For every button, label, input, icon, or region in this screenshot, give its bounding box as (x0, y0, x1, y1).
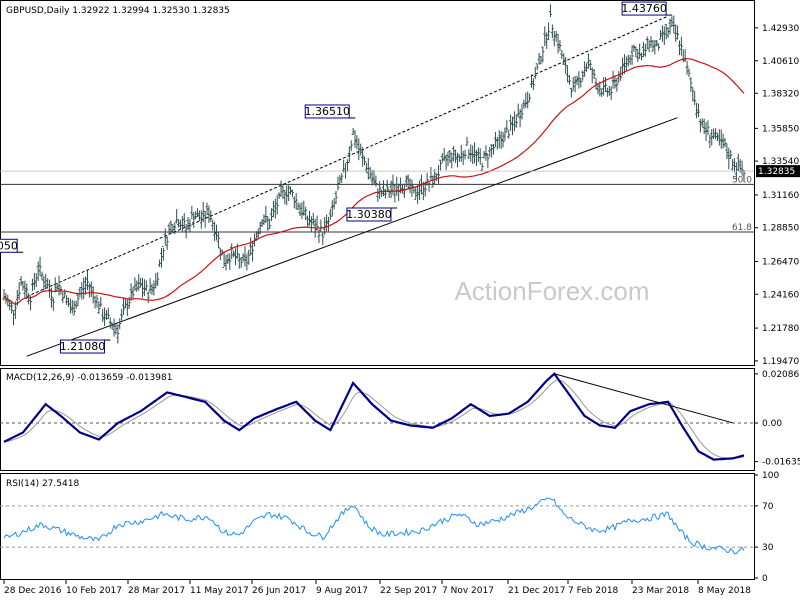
y-tick-label: 1.26470 (762, 258, 799, 268)
main-header: GBPUSD,Daily 1.32922 1.32994 1.32530 1.3… (6, 6, 230, 16)
fibonacci-levels: 50.0 61.8 (0, 175, 754, 233)
y-tick-label: 1.35850 (762, 124, 799, 134)
x-tick-label: 26 Jun 2017 (252, 586, 306, 596)
current-price-box (756, 165, 800, 178)
x-tick-label: 22 Sep 2017 (380, 586, 437, 596)
y-tick-label: 1.24160 (762, 290, 799, 300)
callout-box (304, 104, 350, 119)
trendline-dashed (26, 15, 669, 298)
callout-label: 1.27050 (0, 239, 18, 252)
rsi-panel-frame (0, 473, 755, 580)
macd-tick-label: -0.016357 (762, 458, 800, 468)
y-tick-label: 1.28850 (762, 224, 799, 234)
y-tick-label: 1.33540 (762, 157, 799, 167)
x-tick-label: 10 Feb 2017 (66, 586, 122, 596)
watermark: ActionForex.com (454, 276, 649, 306)
rsi-tick-label: 30 (762, 543, 774, 553)
trendline-solid (26, 117, 678, 357)
price-callouts: 1.43760 1.36510 1.30380 1.27050 1.21080 (0, 1, 673, 354)
callout-box (621, 1, 667, 16)
macd-signal-line (3, 379, 745, 459)
x-tick-label: 28 Mar 2017 (128, 586, 185, 596)
current-price-tag: 1.32835 (0, 165, 800, 178)
macd-trendline (554, 373, 733, 424)
callout-label: 1.21080 (60, 340, 106, 353)
fib-label: 50.0 (732, 175, 752, 185)
macd-header: MACD(12,26,9) -0.013659 -0.013981 (6, 373, 172, 383)
y-tick-label: 1.38320 (762, 89, 799, 99)
x-tick-label: 8 May 2018 (698, 586, 751, 596)
rsi-tick-label: 70 (762, 502, 774, 512)
current-price-label: 1.32835 (758, 167, 795, 177)
rsi-header: RSI(14) 27.5418 (6, 479, 79, 489)
x-tick-label: 28 Dec 2016 (4, 586, 62, 596)
y-tick-label: 1.40610 (762, 57, 799, 67)
callout-box (346, 207, 392, 222)
y-tick-label: 1.42930 (762, 24, 799, 34)
y-tick-label: 1.19470 (762, 357, 799, 367)
macd-panel-frame (0, 368, 755, 471)
x-tick-label: 21 Dec 2017 (508, 586, 566, 596)
trend-lines (26, 15, 678, 357)
macd-tick-label: 0.020861 (762, 370, 800, 380)
x-tick-label: 7 Nov 2017 (442, 586, 494, 596)
rsi-tick-label: 100 (762, 471, 779, 481)
y-tick-label: 1.21780 (762, 324, 799, 334)
callout-label: 1.30380 (346, 208, 392, 221)
x-axis: 28 Dec 2016 10 Feb 2017 28 Mar 2017 11 May … (3, 580, 751, 596)
moving-average-line (3, 58, 745, 305)
main-y-axis: 1.42930 1.40610 1.38320 1.35850 1.33540 1.311… (754, 24, 799, 367)
rsi-line (3, 497, 745, 555)
x-tick-label: 23 Mar 2018 (632, 586, 689, 596)
fib-label: 61.8 (732, 223, 752, 233)
macd-tick-label: 0.00 (762, 419, 782, 429)
x-tick-label: 9 Aug 2017 (316, 586, 368, 596)
macd-y-axis: 0.020861 0.00 -0.016357 (754, 370, 800, 468)
rsi-tick-label: 0 (762, 574, 768, 584)
callout-box (0, 238, 18, 253)
y-tick-label: 1.31160 (762, 191, 799, 201)
rsi-y-axis: 100 70 30 0 (0, 471, 779, 584)
x-tick-label: 7 Feb 2018 (568, 586, 619, 596)
macd-line (3, 372, 745, 461)
callout-label: 1.43760 (621, 2, 667, 15)
main-panel-frame (0, 0, 755, 366)
x-tick-label: 11 May 2017 (190, 586, 249, 596)
callout-box (59, 339, 105, 354)
callout-label: 1.36510 (304, 105, 350, 118)
